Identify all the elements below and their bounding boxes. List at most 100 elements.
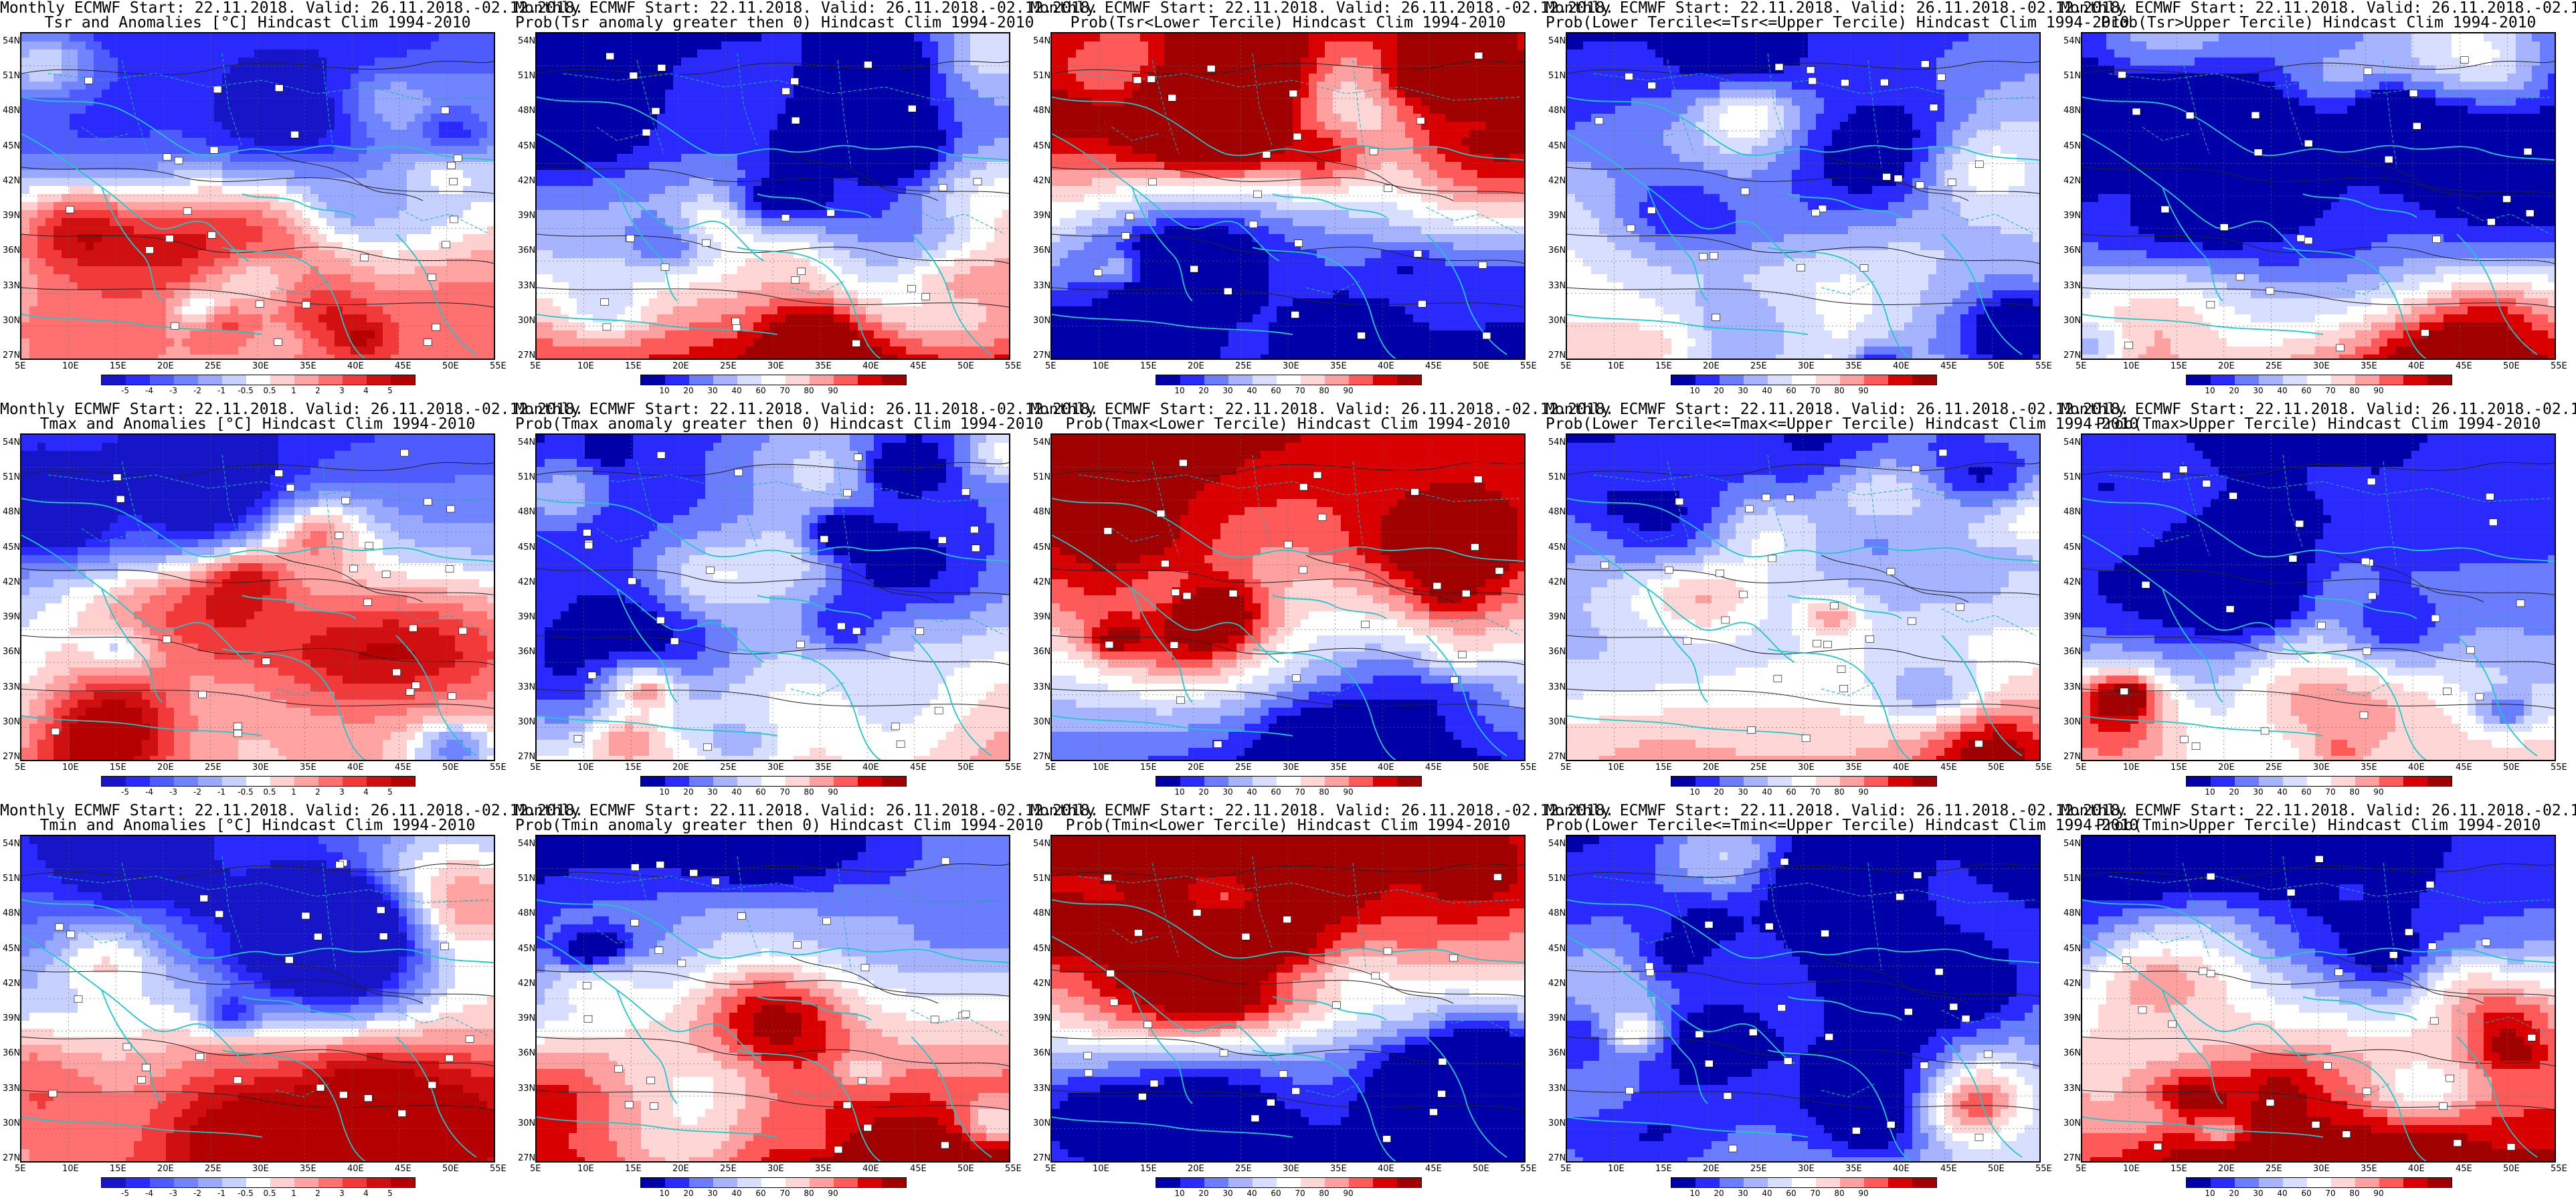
- colorbar-label: 20: [2229, 787, 2239, 797]
- lon-tick-label: 15E: [1140, 1164, 1157, 1174]
- lat-tick-label: 30N: [1548, 1118, 1566, 1128]
- colorbar-label: 4: [363, 386, 369, 395]
- colorbar-label: 60: [1271, 1189, 1281, 1198]
- lon-tick-label: 40E: [347, 361, 364, 371]
- colorbar-segment: [834, 1178, 858, 1187]
- colorbar-segment: [882, 375, 906, 385]
- lon-tick-label: 10E: [2123, 361, 2140, 371]
- colorbar-label: -3: [169, 386, 177, 395]
- panel-title-line1: Monthly ECMWF Start: 22.11.2018. Valid: …: [1546, 803, 2129, 819]
- lon-tick-label: 10E: [62, 1164, 79, 1174]
- colorbar-segment: [1301, 375, 1325, 385]
- colorbar-segment: [1768, 375, 1792, 385]
- forecast-panel: Monthly ECMWF Start: 22.11.2018. Valid: …: [1546, 803, 2138, 1204]
- lon-tick-label: 10E: [1093, 763, 1109, 773]
- lon-tick-label: 45E: [2456, 361, 2472, 371]
- colorbar-segment: [2379, 777, 2403, 786]
- lat-tick-label: 51N: [518, 874, 535, 884]
- colorbar-segment: [2259, 375, 2283, 385]
- colorbar-label: 80: [1319, 386, 1329, 395]
- lat-tick-label: 48N: [2063, 908, 2081, 918]
- lon-tick-label: 35E: [1330, 361, 1347, 371]
- colorbar-label: -1: [217, 787, 225, 797]
- colorbar-segment: [367, 777, 391, 786]
- lon-tick-label: 20E: [1188, 361, 1204, 371]
- lon-tick-label: 25E: [1750, 1164, 1767, 1174]
- forecast-map: [2081, 433, 2556, 761]
- lon-tick-label: 50E: [957, 763, 974, 773]
- lat-tick-label: 45N: [2063, 944, 2081, 954]
- lat-tick-label: 51N: [1033, 71, 1050, 81]
- colorbar-label: 2: [315, 787, 320, 797]
- colorbar-label: 70: [779, 787, 790, 797]
- colorbar-segment: [367, 1178, 391, 1187]
- lat-tick-label: 30N: [1033, 1118, 1050, 1128]
- lat-tick-label: 39N: [518, 612, 535, 622]
- colorbar-segment: [1888, 1178, 1912, 1187]
- colorbar-label: 20: [1198, 386, 1208, 395]
- forecast-panel: Monthly ECMWF Start: 22.11.2018. Valid: …: [2061, 803, 2576, 1204]
- colorbar-segment: [343, 1178, 367, 1187]
- colorbar-segment: [761, 375, 786, 385]
- colorbar-label: 10: [2205, 386, 2215, 395]
- lon-tick-label: 45E: [395, 1164, 411, 1174]
- lon-tick-label: 45E: [1940, 361, 1957, 371]
- lat-tick-label: 54N: [518, 36, 535, 46]
- colorbar-label: 10: [1174, 386, 1184, 395]
- colorbar-label: 40: [1247, 787, 1257, 797]
- colorbar-segment: [367, 375, 391, 385]
- lon-tick-label: 45E: [395, 361, 411, 371]
- colorbar-segment: [1228, 1178, 1253, 1187]
- forecast-panel: Monthly ECMWF Start: 22.11.2018. Valid: …: [1030, 401, 1614, 803]
- lon-tick-label: 25E: [1235, 361, 1252, 371]
- lon-tick-label: 40E: [2408, 763, 2425, 773]
- lon-tick-label: 45E: [2456, 763, 2472, 773]
- colorbar-label: 90: [828, 787, 838, 797]
- colorbar-label: 70: [779, 386, 790, 395]
- lat-tick-label: 27N: [518, 350, 535, 361]
- colorbar-label: -2: [193, 386, 201, 395]
- colorbar-segment: [2403, 375, 2427, 385]
- lat-tick-label: 33N: [1548, 682, 1566, 692]
- lon-tick-label: 25E: [2266, 763, 2282, 773]
- lon-tick-label: 5E: [530, 1164, 541, 1174]
- colorbar-label: -3: [169, 1189, 177, 1198]
- colorbar-segment: [834, 375, 858, 385]
- lon-tick-label: 25E: [1750, 763, 1767, 773]
- lat-tick-label: 30N: [2063, 316, 2081, 326]
- colorbar-segment: [1301, 1178, 1325, 1187]
- colorbar-segment: [2403, 777, 2427, 786]
- panel-title-line2: Prob(Tmax anomaly greater then 0) Hindca…: [515, 416, 1043, 432]
- colorbar-segment: [882, 777, 906, 786]
- lat-tick-label: 30N: [2063, 1118, 2081, 1128]
- colorbar-segment: [294, 777, 318, 786]
- colorbar-segment: [2235, 375, 2259, 385]
- colorbar-segment: [882, 1178, 906, 1187]
- colorbar-segment: [858, 777, 882, 786]
- lon-tick-label: 30E: [767, 361, 784, 371]
- colorbar-label: 3: [339, 1189, 345, 1198]
- colorbar-segment: [174, 375, 198, 385]
- lat-tick-label: 42N: [1548, 176, 1566, 186]
- colorbar-segment: [1864, 375, 1888, 385]
- lon-tick-label: 30E: [1283, 1164, 1299, 1174]
- lat-tick-label: 54N: [3, 839, 20, 849]
- lat-tick-label: 42N: [1548, 979, 1566, 989]
- lon-tick-label: 50E: [1473, 361, 1489, 371]
- colorbar-segment: [2187, 777, 2211, 786]
- colorbar-segment: [102, 375, 126, 385]
- colorbar-label: 70: [2325, 386, 2335, 395]
- lon-tick-label: 55E: [2035, 361, 2052, 371]
- colorbar-label: 10: [1689, 787, 1699, 797]
- panel-title-line2: Prob(Lower Tercile<=Tsr<=Upper Tercile) …: [1546, 15, 2129, 31]
- lon-tick-label: 40E: [1378, 763, 1394, 773]
- colorbar-segment: [2211, 777, 2235, 786]
- panel-title-line2: Tmax and Anomalies [°C] Hindcast Clim 19…: [0, 416, 515, 432]
- colorbar-label: 20: [1198, 1189, 1208, 1198]
- colorbar-segment: [1301, 777, 1325, 786]
- lon-tick-label: 35E: [300, 361, 316, 371]
- lon-tick-label: 5E: [530, 763, 541, 773]
- lat-tick-label: 36N: [1548, 647, 1566, 657]
- lon-tick-label: 40E: [2408, 1164, 2425, 1174]
- colorbar-segment: [2355, 375, 2379, 385]
